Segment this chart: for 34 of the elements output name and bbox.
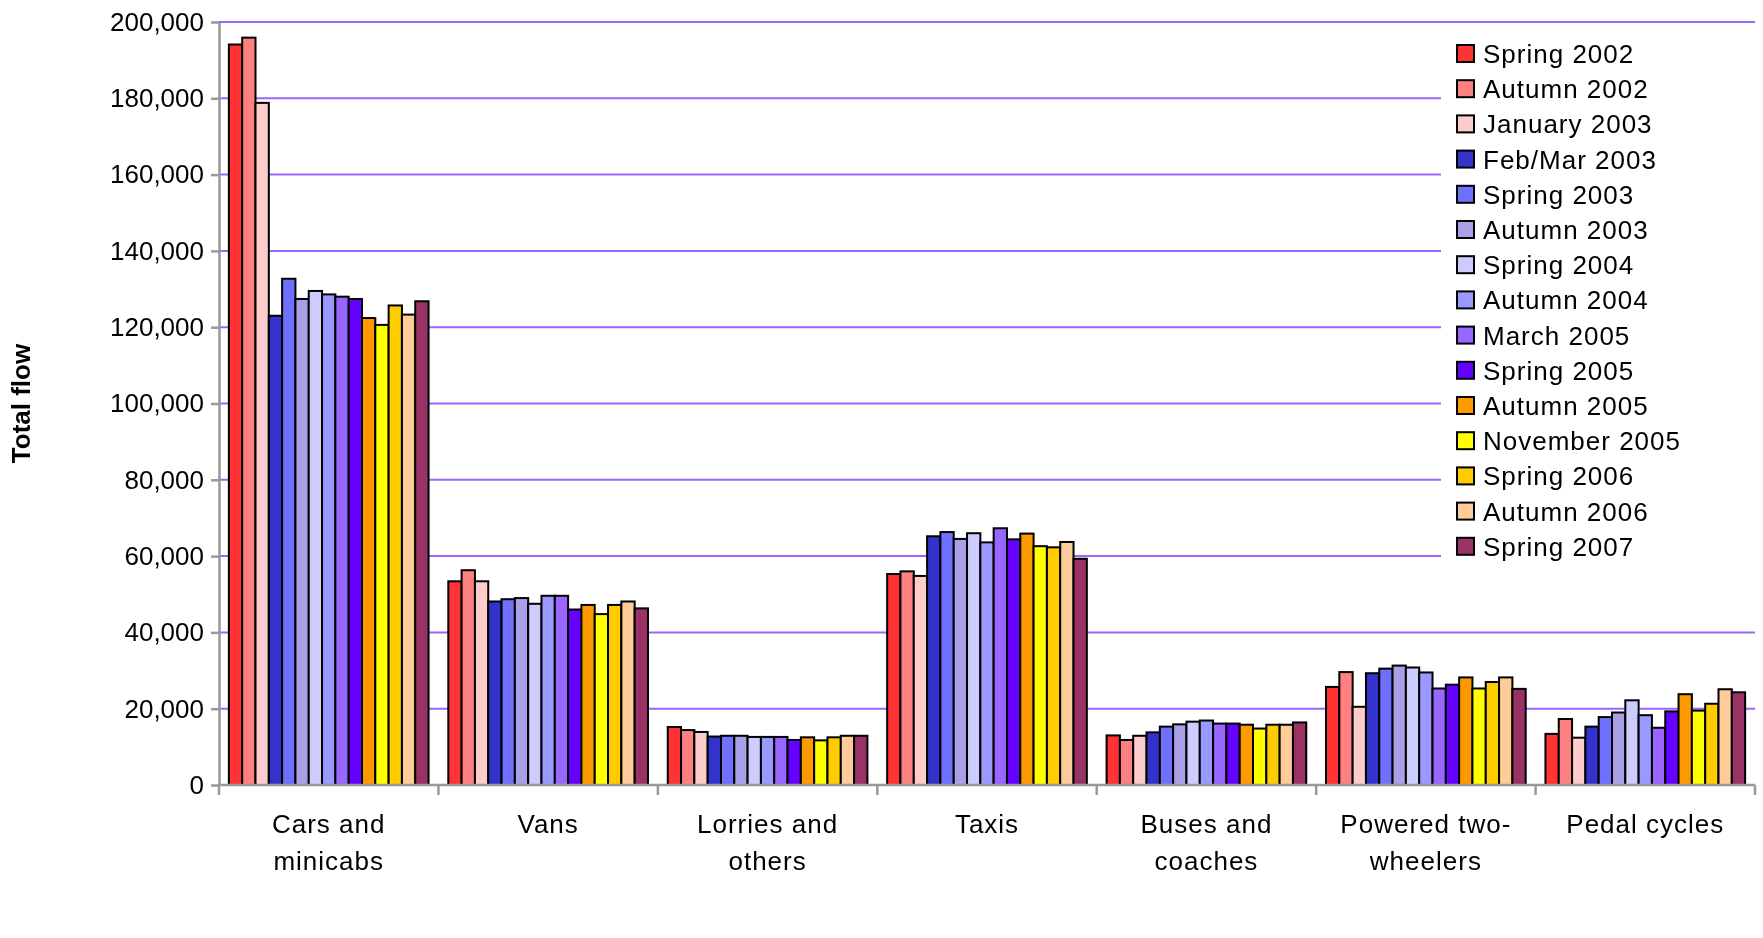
y-tick-label: 140,000 (110, 235, 204, 266)
y-axis-title: Total flow (6, 343, 36, 464)
y-tick-label: 60,000 (124, 540, 204, 571)
x-tick-label: Vans (517, 809, 579, 839)
x-tick-label: Buses and coaches (1140, 809, 1273, 876)
legend-label: March 2005 (1483, 320, 1631, 351)
legend-label: November 2005 (1483, 426, 1681, 457)
legend-label: Spring 2002 (1483, 39, 1635, 69)
y-tick-label: 200,000 (110, 6, 204, 37)
x-tick-label: Taxis (954, 809, 1020, 839)
y-tick-label: 180,000 (110, 83, 204, 114)
legend-label: Spring 2004 (1483, 250, 1635, 281)
x-tick-label: Lorries and others (697, 809, 839, 876)
legend-label: Spring 2007 (1483, 531, 1635, 562)
legend-label: Autumn 2006 (1483, 496, 1649, 527)
y-tick-label: 20,000 (124, 693, 204, 724)
legend-label: Spring 2005 (1483, 355, 1635, 386)
legend-label: Autumn 2003 (1483, 215, 1649, 245)
legend-label: Spring 2006 (1483, 461, 1635, 492)
legend-label: Autumn 2004 (1483, 285, 1649, 316)
x-tick-label: Pedal cycles (1566, 809, 1725, 839)
y-tick-label: 160,000 (110, 159, 204, 190)
y-tick-label: 40,000 (124, 617, 204, 648)
legend-label: Spring 2003 (1483, 179, 1635, 210)
legend-label: January 2003 (1483, 109, 1653, 140)
legend-label: Feb/Mar 2003 (1483, 144, 1657, 175)
y-tick-label: 120,000 (110, 312, 204, 343)
legend-label: Autumn 2002 (1483, 74, 1649, 105)
legend-label: Autumn 2005 (1483, 391, 1649, 421)
y-tick-label: 80,000 (124, 464, 204, 495)
x-tick-label: Cars and minicabs (271, 809, 386, 876)
y-tick-label: 100,000 (110, 388, 204, 419)
x-tick-label: Powered two-wheelers (1340, 809, 1512, 876)
y-tick-label: 0 (189, 769, 204, 800)
